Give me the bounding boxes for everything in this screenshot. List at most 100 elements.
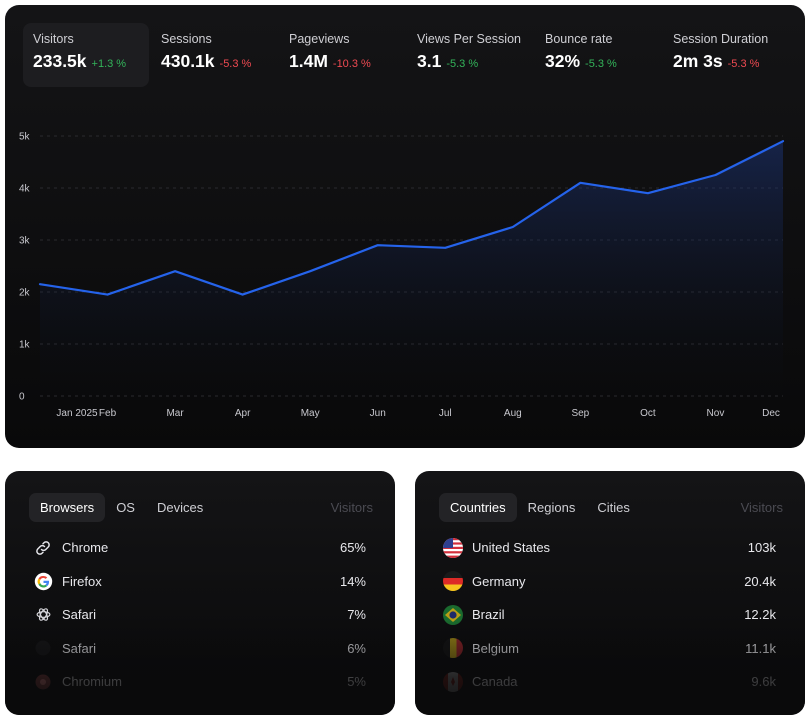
tab-browsers[interactable]: Browsers <box>29 492 106 522</box>
blank-icon <box>33 638 53 658</box>
metric-sessions[interactable]: Sessions 430.1k -5.3 % <box>151 23 277 87</box>
metric-label: Pageviews <box>289 32 350 46</box>
metric-change: +1.3 % <box>91 58 127 70</box>
y-tick-label: 5k <box>19 132 31 143</box>
metric-bounce-rate[interactable]: Bounce rate 32% -5.3 % <box>535 23 661 87</box>
chromium-icon <box>33 672 53 692</box>
metric-session-duration[interactable]: Session Duration 2m 3s -5.3 % <box>663 23 789 87</box>
x-tick-label: Sep <box>571 408 589 419</box>
list-item[interactable]: Firefox 14% <box>33 565 366 599</box>
series-line <box>38 140 785 296</box>
row-value: 6% <box>347 640 366 656</box>
metric-change: -5.3 % <box>446 58 479 70</box>
row-value: 103k <box>747 540 776 556</box>
flag-ca-icon <box>443 671 463 692</box>
tab-countries[interactable]: Countries <box>439 492 517 522</box>
row-value: 5% <box>347 674 366 690</box>
tab-os[interactable]: OS <box>116 499 135 515</box>
link-icon <box>33 538 53 558</box>
metric-change: -5.3 % <box>727 58 760 70</box>
row-name: Chrome <box>62 540 109 556</box>
list-item[interactable]: Chromium 5% <box>33 665 366 699</box>
browsers-card: Browsers OS Devices Visitors Chrome 65% … <box>5 471 395 715</box>
x-tick-label: Oct <box>640 408 656 419</box>
google-icon <box>33 571 53 591</box>
metric-value: 2m 3s <box>673 51 723 71</box>
list-item[interactable]: Safari 7% <box>33 598 366 632</box>
metric-value: 32% <box>545 51 581 71</box>
row-name: Firefox <box>62 573 102 589</box>
x-tick-label: Jan 2025 <box>56 408 98 419</box>
x-tick-label: Dec <box>762 408 780 419</box>
metric-value: 3.1 <box>417 51 442 71</box>
metric-change: -5.3 % <box>219 58 252 70</box>
metric-views-per-session[interactable]: Views Per Session 3.1 -5.3 % <box>407 23 533 87</box>
row-value: 9.6k <box>751 674 776 690</box>
overview-card: Visitors 233.5k +1.3 % Sessions 430.1k -5.… <box>5 5 805 448</box>
countries-card: Countries Regions Cities Visitors <box>415 471 805 715</box>
metric-pageviews[interactable]: Pageviews 1.4M -10.3 % <box>279 23 405 87</box>
row-value: 65% <box>339 540 366 556</box>
y-tick-label: 2k <box>19 288 31 299</box>
metric-label: Bounce rate <box>545 32 613 46</box>
row-name: Safari <box>62 607 96 623</box>
series-area <box>40 141 783 396</box>
list-item[interactable]: Germany 20.4k <box>443 565 776 599</box>
flag-de-icon <box>443 571 463 592</box>
visitors-column-header: Visitors <box>330 500 373 515</box>
openai-icon <box>33 605 53 625</box>
row-value: 11.1k <box>745 640 776 656</box>
row-name: Safari <box>62 640 96 656</box>
x-tick-label: Nov <box>707 408 725 419</box>
metric-value: 430.1k <box>161 51 215 71</box>
metric-label: Visitors <box>33 32 74 46</box>
metric-change: -10.3 % <box>332 58 371 70</box>
row-value: 7% <box>347 607 366 623</box>
y-tick-label: 3k <box>19 236 31 247</box>
list-item[interactable]: Safari 6% <box>33 632 366 666</box>
x-tick-label: Jun <box>370 408 386 419</box>
x-tick-label: Jul <box>439 408 452 419</box>
row-name: Belgium <box>472 640 519 656</box>
x-tick-label: Aug <box>504 408 522 419</box>
countries-list: United States 103k Germany 20.4k <box>443 531 776 699</box>
list-item[interactable]: United States 103k <box>443 531 776 565</box>
flag-us-icon <box>443 537 463 558</box>
y-tick-label: 0 <box>19 392 25 403</box>
flag-be-icon <box>443 638 463 659</box>
row-name: United States <box>472 540 551 556</box>
row-value: 14% <box>339 573 366 589</box>
countries-tabs: Countries Regions Cities <box>439 491 641 523</box>
x-tick-label: Feb <box>99 408 117 419</box>
metric-value: 233.5k <box>33 51 87 71</box>
browsers-list: Chrome 65% Firefox 14% Safari 7% Safari … <box>33 531 366 699</box>
row-name: Chromium <box>62 674 122 690</box>
row-value: 12.2k <box>744 607 776 623</box>
row-value: 20.4k <box>744 573 776 589</box>
list-item[interactable]: Canada 9.6k <box>443 665 776 699</box>
x-tick-label: Apr <box>235 408 251 419</box>
x-tick-label: May <box>301 408 320 419</box>
row-name: Brazil <box>472 607 505 623</box>
metric-label: Views Per Session <box>417 32 521 46</box>
metric-value: 1.4M <box>289 51 328 71</box>
list-item[interactable]: Chrome 65% <box>33 531 366 565</box>
list-item[interactable]: Belgium 11.1k <box>443 632 776 666</box>
metric-change: -5.3 % <box>585 58 617 70</box>
metric-label: Sessions <box>161 32 212 46</box>
tab-devices[interactable]: Devices <box>156 499 204 515</box>
metric-visitors[interactable]: Visitors 233.5k +1.3 % <box>23 23 149 87</box>
y-tick-label: 4k <box>19 184 31 195</box>
visitors-column-header: Visitors <box>740 500 783 515</box>
y-tick-label: 1k <box>19 340 31 351</box>
tab-cities[interactable]: Cities <box>597 499 630 515</box>
metric-label: Session Duration <box>673 32 769 46</box>
list-item[interactable]: Brazil 12.2k <box>443 598 776 632</box>
row-name: Germany <box>472 573 526 589</box>
row-name: Canada <box>472 674 518 690</box>
x-tick-label: Mar <box>166 408 184 419</box>
flag-br-icon <box>443 604 463 625</box>
visitors-area-chart: 0 1k 2k 3k 4k 5k Jan 2025 Feb Mar Apr May Jun Jul Au… <box>19 132 785 419</box>
tab-regions[interactable]: Regions <box>527 499 576 515</box>
browsers-tabs: Browsers OS Devices <box>29 491 214 523</box>
